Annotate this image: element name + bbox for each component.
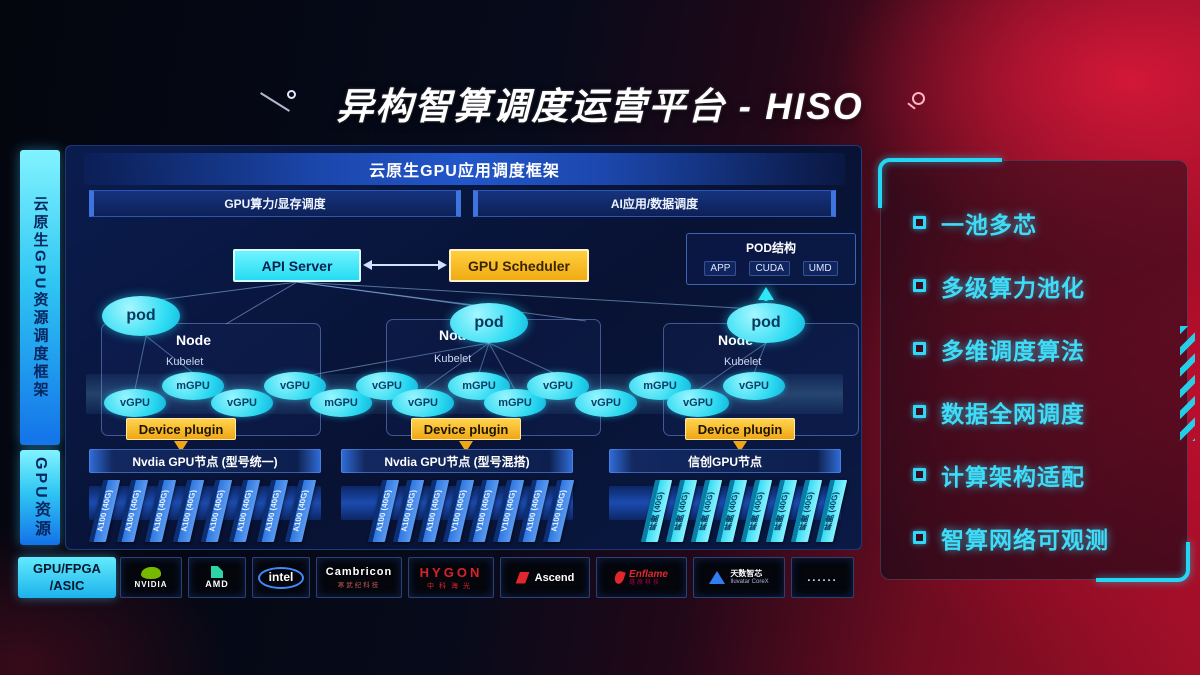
- features-list: 一池多芯 多级算力池化 多维调度算法 数据全网调度 计算架构适配 智算网络可观测: [913, 191, 1109, 569]
- gpu-scheduler-box: GPU Scheduler: [449, 249, 589, 282]
- vendor-box-7: 天数智芯 Iluvatar CoreX: [693, 557, 785, 598]
- vgpu-ellipse: vGPU: [723, 372, 785, 400]
- square-bullet-icon: [913, 216, 926, 229]
- vendor-box-3: Cambricon 寒武纪科技: [316, 557, 402, 598]
- pod-structure-item: UMD: [802, 261, 838, 276]
- device-plugin-3: Device plugin: [685, 418, 795, 440]
- gpu-node-bar-2: Nvdia GPU节点 (型号混搭): [341, 449, 573, 473]
- device-plugin-arrow-2: [459, 441, 473, 452]
- gpu-node-bar-1: Nvdia GPU节点 (型号统一): [89, 449, 321, 473]
- square-bullet-icon: [913, 342, 926, 355]
- magnifier-icon: [912, 92, 925, 105]
- sub-bar-ai: AI应用/数据调度: [473, 190, 836, 217]
- api-server-box: API Server: [233, 249, 361, 282]
- gpu-cards-group-2: A100 (40G) A100 (40G) A100 (40G) V100 (40G)…: [341, 476, 575, 549]
- kubelet-label-3: Kubelet: [724, 356, 762, 368]
- circuit-node-icon: [287, 90, 296, 99]
- vgpu-ellipse: vGPU: [104, 389, 166, 417]
- pod-structure-box: POD结构 APP CUDA UMD: [686, 233, 856, 285]
- vendor-box-6: Enflame 燧原科技: [596, 557, 687, 598]
- gpu-cards-group-1: A100 (40G) A100 (40G) A100 (40G) A100 (40G)…: [88, 476, 321, 549]
- gpu-cards-group-3: 昇腾 (40G) 昇腾 (40G) 昇腾 (40G) 昇腾 (40G) 昇腾 (40G)…: [609, 476, 848, 549]
- device-plugin-2: Device plugin: [411, 418, 521, 440]
- square-bullet-icon: [913, 405, 926, 418]
- dots-icon: ......: [807, 571, 838, 584]
- vendor-box-5: Ascend: [500, 557, 590, 598]
- feature-item: 一池多芯: [913, 191, 1109, 254]
- page-title: 异构智算调度运营平台 - HISO: [336, 86, 864, 127]
- gpu-card: A100 (40G): [200, 480, 233, 542]
- intel-oval-icon: intel: [257, 566, 305, 589]
- device-plugin-arrow-1: [174, 441, 188, 452]
- vendor-box-0: NVIDIA: [120, 557, 182, 598]
- vendor-logo-row: NVIDIA AMD intel Cambricon 寒武纪科技 HYGON 中科海光 Asc…: [120, 557, 854, 598]
- hazard-stripes-icon: [1180, 326, 1195, 441]
- gpu-card: A100 (40G): [284, 480, 317, 542]
- vendor-box-4: HYGON 中科海光: [408, 557, 494, 598]
- vgpu-ellipse: vGPU: [575, 389, 637, 417]
- feature-item: 数据全网调度: [913, 380, 1109, 443]
- vgpu-ellipse: vGPU: [392, 389, 454, 417]
- sidebar-framework-label: 云原生GPU资源调度框架: [20, 150, 60, 445]
- gpu-card: A100 (40G): [172, 480, 205, 542]
- square-bullet-icon: [913, 468, 926, 481]
- vgpu-ellipse: vGPU: [667, 389, 729, 417]
- feature-item: 多维调度算法: [913, 317, 1109, 380]
- pod-structure-item: APP: [704, 261, 737, 276]
- gpu-card: A100 (40G): [116, 480, 149, 542]
- vgpu-ellipse: vGPU: [211, 389, 273, 417]
- gpu-card: A100 (40G): [88, 480, 121, 542]
- vendor-box-2: intel: [252, 557, 310, 598]
- gpu-card: A100 (40G): [256, 480, 289, 542]
- gpu-card: A100 (40G): [228, 480, 261, 542]
- gpu-units-layer: vGPU mGPU vGPU vGPU mGPU vGPU vGPU mGPU mGPU vGPU…: [66, 146, 863, 551]
- vendor-box-1: AMD: [188, 557, 246, 598]
- kubelet-label-2: Kubelet: [434, 353, 472, 365]
- square-bullet-icon: [913, 279, 926, 292]
- pod-to-podstruct-arrow: [758, 287, 774, 300]
- vendor-box-8: ......: [791, 557, 854, 598]
- enflame-flame-icon: [613, 569, 626, 586]
- pod-ellipse-3: pod: [727, 303, 805, 343]
- feature-item: 智算网络可观测: [913, 506, 1109, 569]
- feature-item: 计算架构适配: [913, 443, 1109, 506]
- gpu-card: A100 (40G): [542, 480, 575, 542]
- kubelet-label-1: Kubelet: [166, 356, 204, 368]
- iluvatar-triangle-icon: [709, 570, 726, 584]
- gpu-node-bar-3: 信创GPU节点: [609, 449, 841, 473]
- features-panel: 一池多芯 多级算力池化 多维调度算法 数据全网调度 计算架构适配 智算网络可观测: [880, 160, 1195, 580]
- device-plugin-arrow-3: [733, 441, 747, 452]
- pod-structure-item: CUDA: [749, 261, 790, 276]
- nvidia-eye-icon: [141, 566, 161, 579]
- sidebar-gpu-resource-label: GPU资源: [20, 450, 60, 545]
- sub-bar-gpu: GPU算力/显存调度: [89, 190, 461, 217]
- feature-item: 多级算力池化: [913, 254, 1109, 317]
- device-plugin-1: Device plugin: [126, 418, 236, 440]
- pod-ellipse-2: pod: [450, 303, 528, 343]
- mgpu-ellipse: mGPU: [162, 372, 224, 400]
- sidebar-hardware-label: GPU/FPGA /ASIC: [18, 557, 116, 598]
- node-label-1: Node: [176, 332, 211, 348]
- pod-structure-title: POD结构: [745, 241, 796, 255]
- connector-lines: [134, 260, 768, 391]
- scheduler-panel: 云原生GPU应用调度框架 GPU算力/显存调度 AI应用/数据调度 API Se…: [65, 145, 862, 550]
- amd-arrow-icon: [211, 566, 223, 578]
- ascend-triangle-icon: [515, 571, 530, 584]
- gpu-card: A100 (40G): [144, 480, 177, 542]
- mgpu-ellipse: mGPU: [310, 389, 372, 417]
- pod-structure-items: APP CUDA UMD: [704, 261, 838, 276]
- pod-ellipse-1: pod: [102, 296, 180, 336]
- square-bullet-icon: [913, 531, 926, 544]
- mgpu-ellipse: mGPU: [448, 372, 510, 400]
- panel-header: 云原生GPU应用调度框架: [84, 153, 845, 185]
